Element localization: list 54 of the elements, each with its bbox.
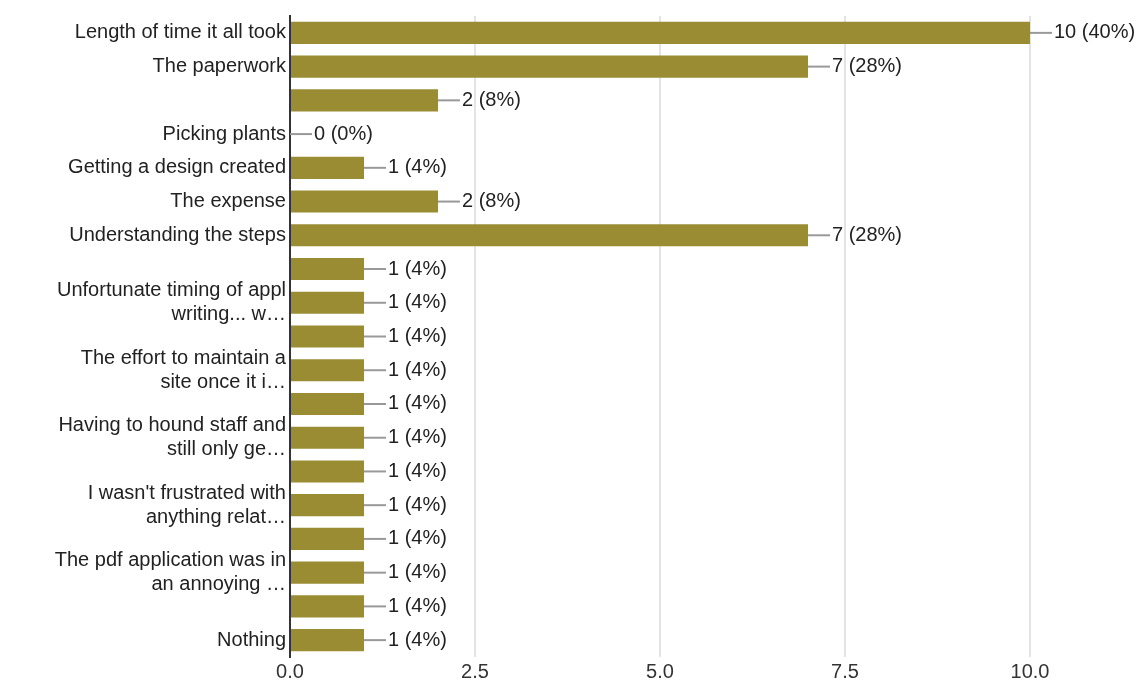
data-label: 1 (4%) [388, 458, 447, 481]
y-tick-label: Nothing [217, 627, 286, 650]
x-tick-label: 0.0 [276, 659, 304, 682]
data-label: 2 (8%) [462, 87, 521, 110]
y-tick-label: Unfortunate timing of appl writing... w… [56, 278, 286, 325]
y-tick-label: Picking plants [162, 121, 286, 144]
bar [291, 527, 364, 550]
data-label: 2 (8%) [462, 189, 521, 212]
bar [291, 21, 1030, 44]
bar [291, 426, 364, 449]
bar [291, 224, 808, 247]
data-label: 1 (4%) [388, 492, 447, 515]
bar [291, 291, 364, 314]
bar [291, 595, 364, 618]
data-label: 1 (4%) [388, 560, 447, 583]
bar [291, 629, 364, 652]
bar [291, 494, 364, 517]
y-tick-label: Understanding the steps [69, 222, 286, 245]
y-tick-label: Having to hound staff and still only ge… [58, 413, 286, 460]
x-tick-label: 2.5 [461, 659, 489, 682]
y-tick-label: The paperwork [152, 54, 287, 77]
bar [291, 460, 364, 483]
data-label: 0 (0%) [314, 121, 373, 144]
bar [291, 392, 364, 416]
data-label: 1 (4%) [388, 357, 447, 380]
bar [291, 561, 364, 584]
y-tick-label: Getting a design created [68, 155, 286, 178]
bar [291, 55, 808, 78]
data-label: 1 (4%) [388, 256, 447, 279]
data-label: 1 (4%) [388, 425, 447, 448]
bar [291, 359, 364, 382]
data-label: 7 (28%) [832, 54, 903, 77]
bar [291, 325, 364, 348]
data-label: 1 (4%) [388, 526, 447, 549]
y-tick-label: The effort to maintain a site once it i… [80, 345, 287, 392]
bar [291, 156, 364, 179]
bar [291, 89, 438, 112]
bar [291, 257, 364, 281]
x-tick-label: 10.0 [1010, 659, 1050, 682]
y-tick-label: The pdf application was in an annoying … [54, 548, 286, 595]
data-label: 1 (4%) [388, 627, 447, 650]
y-tick-label: The expense [170, 189, 286, 212]
x-tick-label: 7.5 [831, 659, 859, 682]
data-label: 1 (4%) [388, 155, 447, 178]
bar [291, 190, 438, 213]
x-tick-label: 5.0 [646, 659, 674, 682]
data-label: 10 (40%) [1054, 20, 1136, 43]
data-label: 1 (4%) [388, 324, 447, 347]
data-label: 1 (4%) [388, 391, 447, 414]
data-label: 1 (4%) [388, 593, 447, 616]
y-tick-label: Length of time it all took [74, 20, 287, 43]
data-label: 7 (28%) [832, 222, 903, 245]
data-label: 1 (4%) [388, 290, 447, 313]
y-tick-label: I wasn't frustrated with anything relat… [87, 480, 286, 527]
